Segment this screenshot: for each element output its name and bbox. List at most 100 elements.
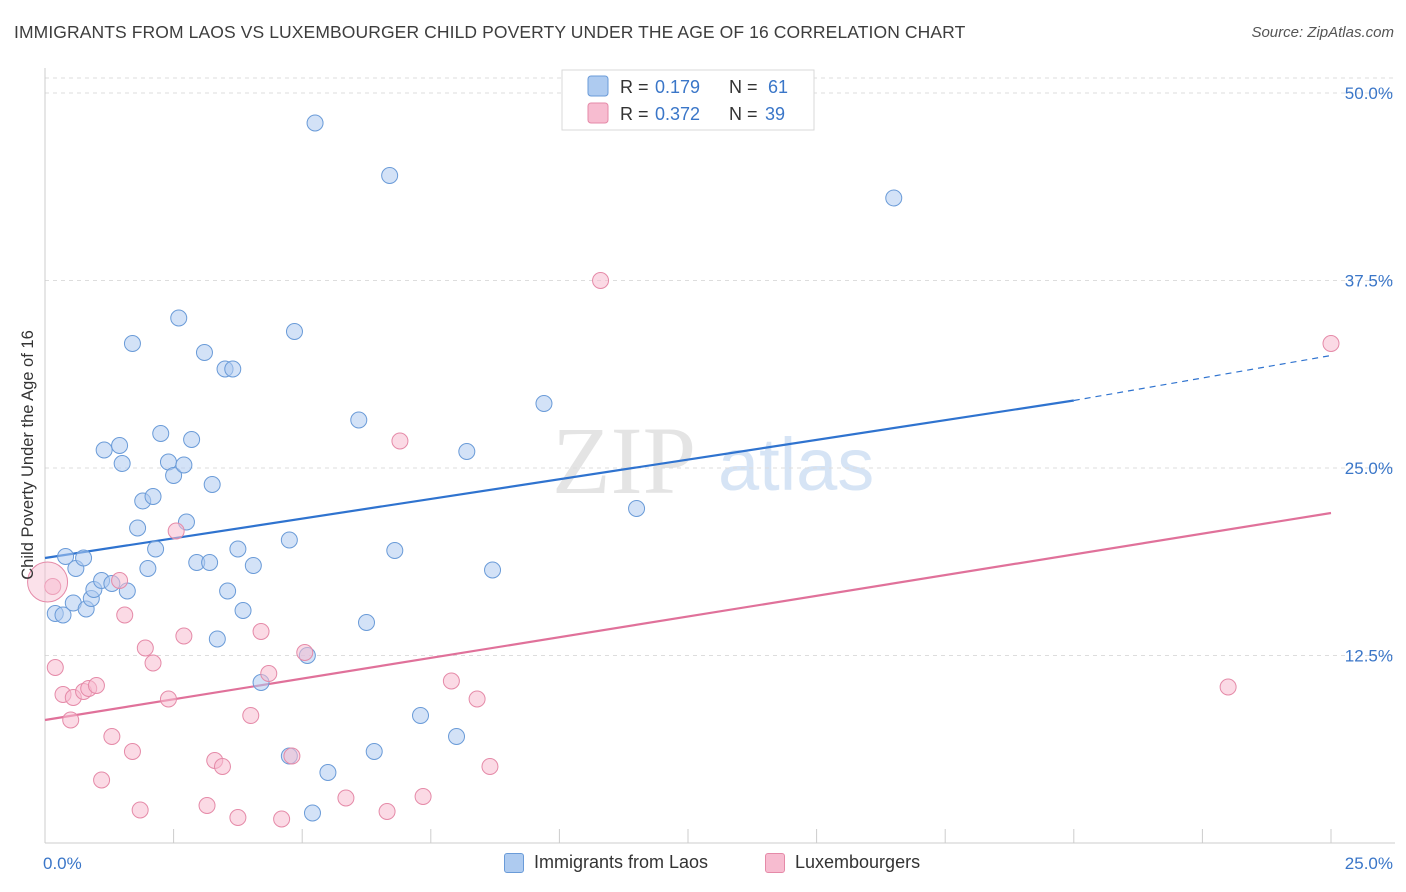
point-blue-50 xyxy=(381,167,399,184)
point-blue-2 xyxy=(57,548,75,565)
point-pink-34 xyxy=(468,690,486,708)
point-pink-11 xyxy=(116,606,134,624)
point-blue-36 xyxy=(229,540,247,558)
legend-swatch-laos xyxy=(504,852,524,873)
point-blue-25 xyxy=(175,456,193,474)
point-pink-23 xyxy=(242,707,260,724)
point-blue-24 xyxy=(170,309,188,327)
point-pink-32 xyxy=(414,788,432,805)
point-pink-27 xyxy=(283,747,301,765)
point-blue-10 xyxy=(95,441,113,459)
point-blue-19 xyxy=(144,488,162,505)
legend-blue-r-value: 0.179 xyxy=(655,77,700,97)
point-blue-45 xyxy=(306,114,324,132)
point-blue-52 xyxy=(412,707,430,724)
point-blue-13 xyxy=(113,455,131,472)
legend-blue-n-value: 61 xyxy=(768,77,788,97)
legend-pink-n-label: N = xyxy=(729,104,758,124)
point-pink-30 xyxy=(378,803,396,820)
point-blue-34 xyxy=(219,582,237,600)
point-pink-10 xyxy=(111,572,129,589)
point-blue-27 xyxy=(183,431,201,448)
watermark-zip: ZIP xyxy=(552,407,696,514)
tick-labels: 12.5% 25.0% 37.5% 50.0% 0.0% 25.0% xyxy=(43,84,1393,873)
point-pink-3 xyxy=(62,711,80,729)
point-blue-37 xyxy=(234,602,252,619)
point-blue-47 xyxy=(350,411,368,429)
y-tick-label-0: 12.5% xyxy=(1345,647,1393,666)
legend-item-luxembourgers: Luxembourgers xyxy=(765,852,920,873)
point-pink-16 xyxy=(159,690,177,708)
point-blue-56 xyxy=(535,395,553,412)
watermark-atlas: atlas xyxy=(718,423,874,506)
point-blue-12 xyxy=(111,437,129,454)
point-blue-44 xyxy=(303,804,321,822)
point-blue-15 xyxy=(123,335,141,352)
point-pink-38 xyxy=(1322,335,1340,352)
legend-blue-swatch xyxy=(587,75,609,97)
point-blue-48 xyxy=(358,614,375,631)
trend-line-blue-extension xyxy=(1073,354,1332,402)
point-blue-21 xyxy=(152,425,170,442)
point-blue-57 xyxy=(628,500,646,517)
point-blue-5 xyxy=(75,549,93,567)
point-blue-42 xyxy=(285,323,303,340)
point-pink-7 xyxy=(87,677,105,694)
point-pink-28 xyxy=(296,644,314,661)
legend-blue-n-label: N = xyxy=(729,77,758,97)
point-blue-38 xyxy=(244,557,262,574)
point-blue-30 xyxy=(201,554,219,571)
top-legend: R = 0.179 N = 61 R = 0.372 N = 39 xyxy=(561,69,815,131)
point-pink-29 xyxy=(337,789,355,807)
point-blue-55 xyxy=(484,561,502,579)
point-pink-8 xyxy=(93,771,111,789)
legend-item-laos: Immigrants from Laos xyxy=(504,852,708,873)
point-pink-25 xyxy=(260,665,278,682)
point-pink-18 xyxy=(175,627,193,645)
point-pink-21 xyxy=(213,758,231,775)
point-pink-1 xyxy=(46,659,64,676)
point-blue-32 xyxy=(208,630,226,648)
point-pink-37 xyxy=(1219,678,1237,696)
point-pink-19 xyxy=(198,797,216,814)
legend-label-luxembourgers: Luxembourgers xyxy=(795,852,921,872)
point-pink-14 xyxy=(136,639,154,657)
point-blue-23 xyxy=(165,467,183,484)
point-pink-22 xyxy=(229,809,247,826)
legend-pink-r-value: 0.372 xyxy=(655,104,700,124)
legend-blue-r-label: R = xyxy=(620,77,649,97)
legend-pink-swatch xyxy=(587,102,609,124)
point-blue-46 xyxy=(319,764,337,781)
point-blue-41 xyxy=(280,531,298,549)
point-cluster-large xyxy=(27,561,69,603)
y-tick-label-3: 50.0% xyxy=(1345,84,1393,103)
point-blue-31 xyxy=(203,476,221,493)
point-pink-35 xyxy=(481,758,499,775)
point-blue-58 xyxy=(885,189,903,207)
point-pink-24 xyxy=(252,623,270,640)
point-blue-51 xyxy=(386,542,404,559)
point-pink-17 xyxy=(167,522,185,540)
point-pink-33 xyxy=(442,672,460,690)
point-pink-9 xyxy=(103,728,121,745)
point-pink-31 xyxy=(391,432,409,450)
point-pink-36 xyxy=(592,272,610,289)
point-pink-13 xyxy=(131,801,149,819)
point-blue-53 xyxy=(448,728,466,745)
point-blue-35 xyxy=(224,360,242,378)
x-tick-label-1: 25.0% xyxy=(1345,854,1393,873)
point-blue-20 xyxy=(147,540,165,558)
point-pink-15 xyxy=(144,654,162,672)
point-blue-1 xyxy=(54,606,72,624)
legend-pink-n-value: 39 xyxy=(765,104,785,124)
point-blue-54 xyxy=(458,443,476,460)
point-pink-12 xyxy=(123,743,141,760)
chart-title: IMMIGRANTS FROM LAOS VS LUXEMBOURGER CHI… xyxy=(14,22,966,42)
legend-pink-r-label: R = xyxy=(620,104,649,124)
bottom-legend: Immigrants from Laos Luxembourgers xyxy=(0,852,1406,878)
point-blue-29 xyxy=(195,344,213,361)
data-points xyxy=(27,114,1340,828)
point-blue-16 xyxy=(129,519,147,537)
point-pink-26 xyxy=(273,810,291,828)
source-label: Source: ZipAtlas.com xyxy=(1251,24,1394,41)
